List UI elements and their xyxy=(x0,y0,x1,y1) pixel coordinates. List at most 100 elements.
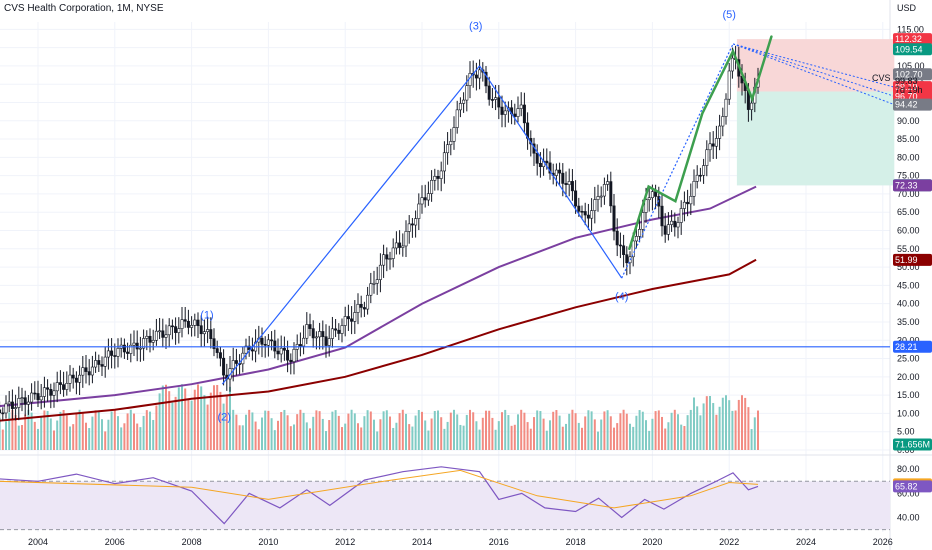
volume-bar xyxy=(757,410,759,450)
volume-bar xyxy=(21,425,23,450)
price-badge xyxy=(893,179,932,192)
volume-bar xyxy=(363,416,366,450)
candle-body xyxy=(7,401,11,405)
candle-body xyxy=(273,340,277,352)
candle-body xyxy=(705,149,709,166)
candle-body xyxy=(321,331,325,338)
candle-body xyxy=(129,344,133,354)
volume-bar xyxy=(673,409,676,450)
candle-body xyxy=(574,190,578,207)
volume-bar xyxy=(222,403,225,450)
volume-bar xyxy=(577,422,580,450)
x-tick-label: 2014 xyxy=(412,537,432,547)
volume-bar xyxy=(97,411,100,450)
candle-body xyxy=(110,350,114,356)
candle-body xyxy=(679,208,683,223)
volume-bar xyxy=(264,410,267,450)
candle-body xyxy=(695,174,699,182)
volume-bar xyxy=(283,409,286,450)
volume-bar xyxy=(744,397,747,450)
volume-bar xyxy=(46,410,49,450)
candle-body xyxy=(30,392,34,403)
volume-bar xyxy=(229,386,231,450)
volume-bar xyxy=(552,411,555,450)
candle-body xyxy=(612,205,616,232)
candle-body xyxy=(519,104,523,109)
y-tick-label: 105.00 xyxy=(897,61,925,71)
volume-bar xyxy=(72,424,75,450)
candle-body xyxy=(727,70,731,100)
candle-body xyxy=(39,396,43,401)
price-badge xyxy=(893,253,932,266)
candle-body xyxy=(570,181,574,192)
candle-body xyxy=(100,364,104,367)
moving-average-line xyxy=(0,258,757,422)
rsi-badge xyxy=(893,480,932,493)
y-tick-label: 65.00 xyxy=(897,207,920,217)
chart-title: CVS Health Corporation, 1M, NYSE xyxy=(4,3,164,14)
volume-bar xyxy=(0,417,1,450)
candle-body xyxy=(292,349,296,362)
candle-body xyxy=(164,334,168,338)
rsi-tick-label: 80.00 xyxy=(897,464,920,474)
volume-bar xyxy=(456,414,459,450)
volume-bar xyxy=(296,414,299,450)
candle-body xyxy=(81,367,85,376)
volume-bar xyxy=(446,421,449,450)
candle-body xyxy=(558,169,562,174)
volume-bar xyxy=(5,421,7,450)
candle-body xyxy=(289,359,293,362)
volume-bar xyxy=(718,406,721,450)
volume-bar xyxy=(110,411,113,450)
volume-bar xyxy=(158,393,161,450)
volume-bar xyxy=(197,384,199,450)
volume-bar xyxy=(462,425,465,450)
volume-bar xyxy=(145,410,148,450)
target-zone xyxy=(736,39,895,92)
y-tick-label: 10.00 xyxy=(897,408,920,418)
volume-bar xyxy=(184,388,187,450)
candle-body xyxy=(65,383,69,390)
candle-body xyxy=(206,329,210,332)
candle-body xyxy=(698,174,702,177)
volume-bar xyxy=(49,418,52,450)
volume-bar xyxy=(657,410,660,450)
candle-body xyxy=(455,109,459,128)
currency-label: USD xyxy=(897,3,917,13)
candle-body xyxy=(730,57,734,72)
candle-body xyxy=(484,71,488,87)
volume-bar xyxy=(587,410,590,450)
volume-bar xyxy=(216,384,219,450)
price-badge-label: 71.656M xyxy=(895,440,930,450)
candle-body xyxy=(714,138,718,147)
candle-body xyxy=(442,152,446,172)
volume-bar xyxy=(337,415,340,450)
volume-bar xyxy=(30,412,33,450)
candle-body xyxy=(324,336,328,346)
candle-body xyxy=(350,318,354,322)
volume-bar xyxy=(341,427,343,450)
candle-body xyxy=(423,197,427,201)
volume-bar xyxy=(62,410,65,450)
volume-bar xyxy=(654,411,657,450)
volume-bar xyxy=(75,413,78,450)
volume-bar xyxy=(17,425,20,450)
candle-body xyxy=(222,357,226,376)
volume-bar xyxy=(702,403,705,450)
volume-bar xyxy=(389,416,391,450)
volume-bar xyxy=(737,399,740,450)
candle-body xyxy=(106,350,110,358)
volume-bar xyxy=(113,410,116,450)
candle-body xyxy=(622,245,626,255)
candle-body xyxy=(516,108,520,117)
volume-bar xyxy=(635,415,638,450)
volume-bar xyxy=(152,419,155,450)
volume-bar xyxy=(136,423,139,450)
volume-bar xyxy=(725,395,727,450)
candle-body xyxy=(641,212,645,230)
volume-bar xyxy=(661,416,663,450)
volume-bar xyxy=(408,424,411,450)
rsi-signal-line xyxy=(0,469,759,509)
volume-bar xyxy=(734,410,737,450)
